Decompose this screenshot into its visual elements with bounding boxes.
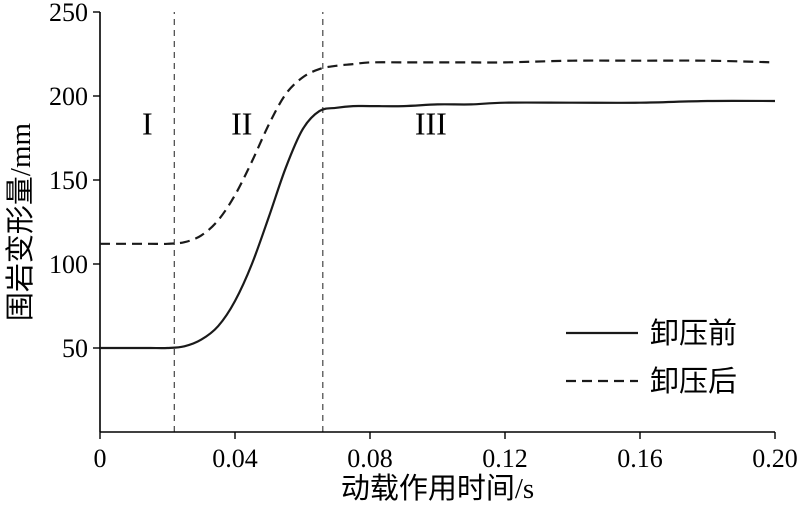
y-axis-title: 围岩变形量/mm xyxy=(4,122,37,321)
y-tick-label: 100 xyxy=(49,250,88,279)
y-tick-label: 150 xyxy=(49,166,88,195)
region-label-III: III xyxy=(415,106,447,142)
series-line-2-dashed xyxy=(100,59,776,246)
x-tick-label: 0.04 xyxy=(212,444,258,473)
x-axis-title: 动载作用时间/s xyxy=(341,472,534,505)
y-tick-label: 200 xyxy=(49,82,88,111)
series-line-1-solid xyxy=(100,99,776,350)
legend-label-2: 卸压后 xyxy=(650,365,737,398)
x-tick-label: 0.20 xyxy=(752,444,798,473)
region-label-II: II xyxy=(231,106,252,142)
x-tick-label: 0.12 xyxy=(482,444,528,473)
legend-label-1: 卸压前 xyxy=(650,317,737,350)
x-tick-label: 0.16 xyxy=(617,444,663,473)
x-tick-label: 0.08 xyxy=(347,444,393,473)
y-tick-label: 50 xyxy=(62,334,88,363)
y-tick-label: 250 xyxy=(49,0,88,27)
x-tick-label: 0 xyxy=(94,444,107,473)
region-label-I: I xyxy=(142,106,153,142)
